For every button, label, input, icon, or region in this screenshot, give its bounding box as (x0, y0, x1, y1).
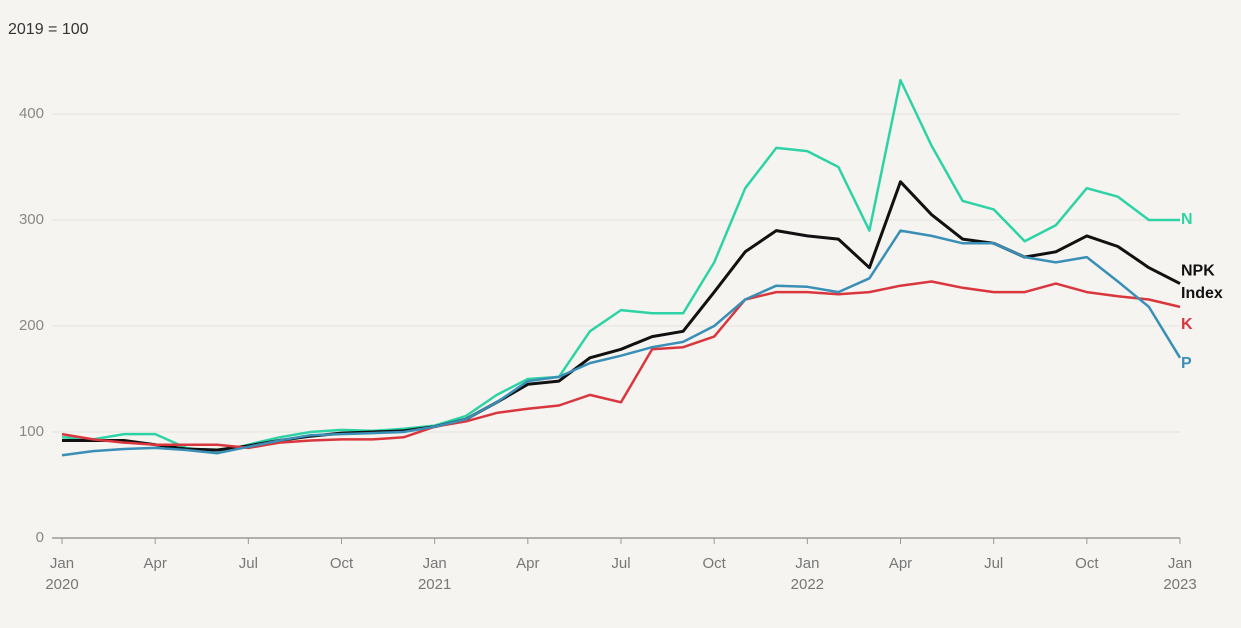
chart-subtitle: 2019 = 100 (8, 21, 89, 38)
series-label: K (1181, 316, 1193, 333)
series-line (62, 180, 1181, 452)
x-tick-label: Jan 2022 (791, 555, 824, 593)
x-tick-label: Apr (889, 555, 912, 572)
x-tick-label: Oct (1075, 555, 1099, 572)
x-tick-label: Jul (611, 555, 630, 572)
y-tick-label: 400 (19, 105, 44, 122)
x-tick-label: Oct (702, 555, 726, 572)
x-tick-label: Jan 2021 (418, 555, 451, 593)
y-tick-label: 200 (19, 317, 44, 334)
x-tick-label: Oct (330, 555, 354, 572)
y-tick-label: 100 (19, 423, 44, 440)
x-tick-label: Jul (984, 555, 1003, 572)
x-tick-label: Jan 2020 (45, 555, 78, 593)
series-label: NPK Index (1181, 263, 1223, 302)
y-tick-label: 300 (19, 211, 44, 228)
x-tick-label: Apr (143, 555, 166, 572)
x-tick-label: Apr (516, 555, 539, 572)
series-label: P (1181, 355, 1192, 372)
series-label: N (1181, 211, 1193, 228)
x-tick-label: Jul (239, 555, 258, 572)
y-tick-label: 0 (36, 529, 44, 546)
series-line (61, 229, 1182, 457)
series-line (61, 280, 1181, 450)
series-line (61, 78, 1180, 455)
x-tick-label: Jan 2023 (1163, 555, 1196, 593)
